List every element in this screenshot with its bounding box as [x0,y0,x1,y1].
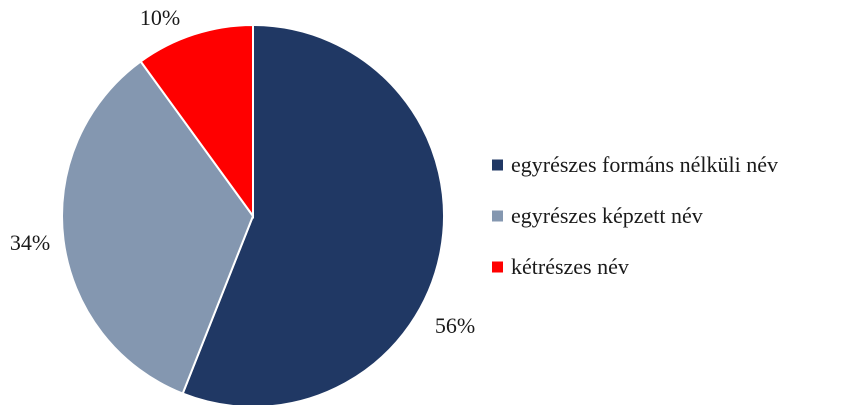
pie-slices [61,23,445,405]
slice-label-2: 34% [10,230,50,255]
slice-label-1: 56% [435,313,475,338]
legend-swatch-2 [492,210,503,222]
legend-label-3: kétrészes név [511,254,629,279]
pie-slice-2 [61,60,255,395]
legend: egyrészes formáns nélküli név egyrészes k… [492,152,778,279]
pie-slice-1 [181,23,445,405]
legend-swatch-3 [492,261,503,273]
pie-slice-3 [139,23,254,220]
legend-swatch-1 [492,159,503,171]
pie-labels: 56% 34% 10% [10,5,475,338]
legend-label-1: egyrészes formáns nélküli név [511,152,778,177]
legend-label-2: egyrészes képzett név [511,203,703,228]
slice-label-3: 10% [140,5,180,30]
